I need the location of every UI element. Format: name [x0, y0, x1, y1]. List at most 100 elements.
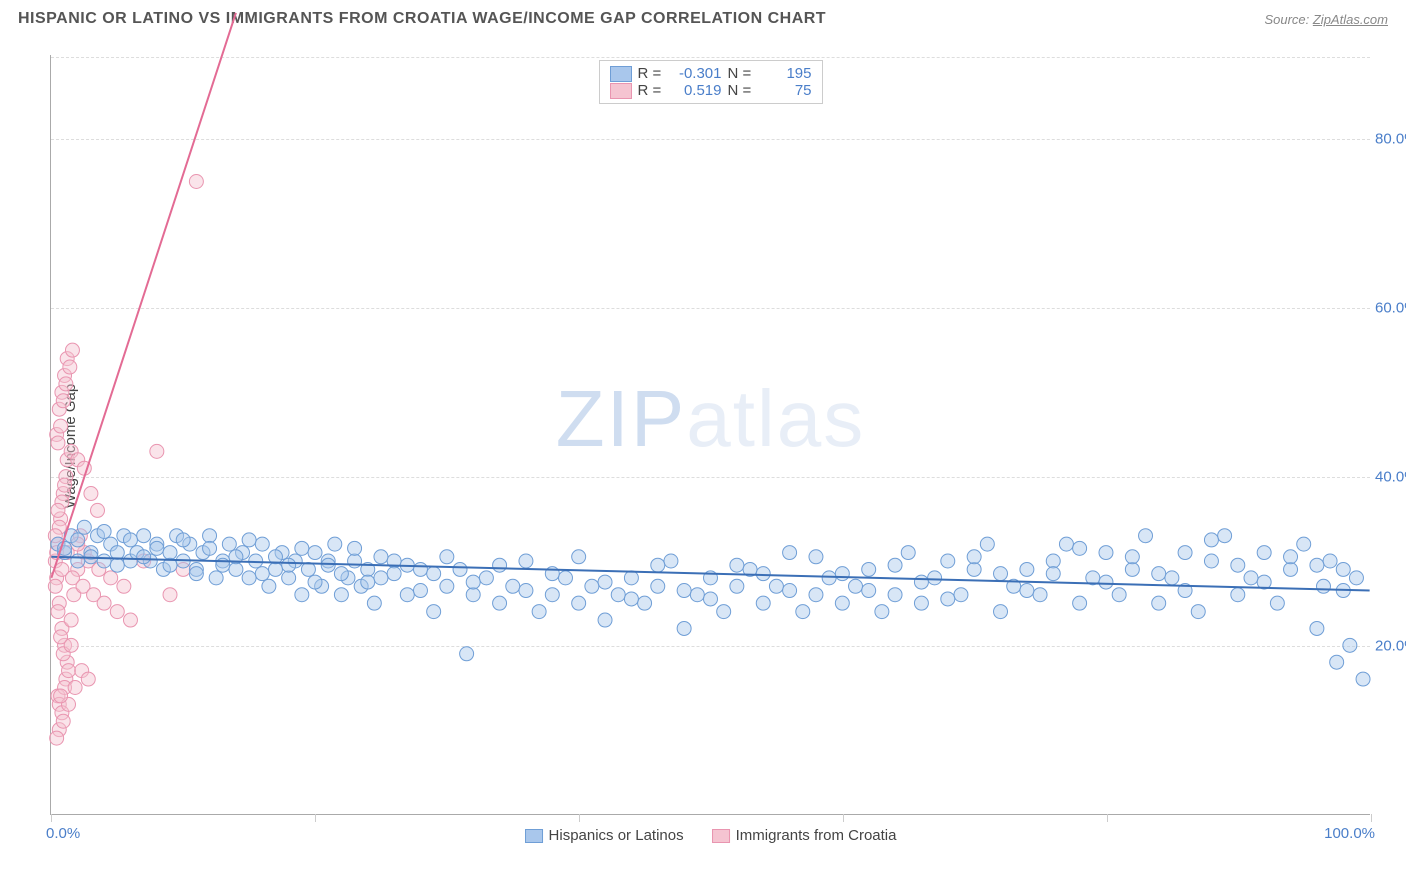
scatter-point: [783, 546, 797, 560]
scatter-point: [361, 575, 375, 589]
scatter-point: [980, 537, 994, 551]
scatter-point: [137, 550, 151, 564]
scatter-point: [1317, 579, 1331, 593]
scatter-point: [68, 681, 82, 695]
scatter-point: [58, 478, 72, 492]
scatter-point: [1330, 655, 1344, 669]
scatter-point: [71, 554, 85, 568]
scatter-point: [519, 584, 533, 598]
scatter-point: [545, 588, 559, 602]
scatter-point: [413, 562, 427, 576]
source-link[interactable]: ZipAtlas.com: [1313, 12, 1388, 27]
scatter-point: [730, 579, 744, 593]
scatter-point: [123, 533, 137, 547]
scatter-point: [163, 588, 177, 602]
scatter-point: [203, 541, 217, 555]
scatter-point: [104, 571, 118, 585]
scatter-point: [466, 588, 480, 602]
scatter-point: [1349, 571, 1363, 585]
scatter-point: [994, 567, 1008, 581]
legend-row-1: R = -0.301 N = 195: [610, 65, 812, 82]
scatter-point: [1323, 554, 1337, 568]
scatter-point: [1046, 554, 1060, 568]
x-tick-max: 100.0%: [1324, 825, 1375, 842]
scatter-point: [769, 579, 783, 593]
scatter-point: [1336, 562, 1350, 576]
scatter-point: [1059, 537, 1073, 551]
scatter-point: [1112, 588, 1126, 602]
scatter-point: [677, 584, 691, 598]
series-swatch-2: [712, 829, 730, 843]
scatter-point: [209, 571, 223, 585]
n-label: N =: [728, 82, 754, 99]
scatter-point: [1204, 533, 1218, 547]
scatter-point: [1046, 567, 1060, 581]
scatter-point: [54, 689, 68, 703]
scatter-point: [163, 546, 177, 560]
scatter-point: [756, 596, 770, 610]
scatter-point: [862, 584, 876, 598]
scatter-point: [242, 533, 256, 547]
scatter-point: [110, 605, 124, 619]
scatter-point: [1343, 638, 1357, 652]
scatter-point: [308, 546, 322, 560]
scatter-point: [624, 571, 638, 585]
series-legend-item-1: Hispanics or Latinos: [525, 827, 684, 844]
scatter-point: [493, 558, 507, 572]
scatter-point: [888, 588, 902, 602]
scatter-point: [440, 579, 454, 593]
scatter-point: [717, 605, 731, 619]
scatter-point: [1099, 575, 1113, 589]
scatter-point: [638, 596, 652, 610]
scatter-point: [1310, 558, 1324, 572]
scatter-point: [189, 175, 203, 189]
scatter-point: [1297, 537, 1311, 551]
scatter-point: [427, 567, 441, 581]
scatter-point: [301, 562, 315, 576]
scatter-point: [994, 605, 1008, 619]
scatter-point: [967, 550, 981, 564]
scatter-point: [1125, 550, 1139, 564]
scatter-point: [756, 567, 770, 581]
scatter-point: [1033, 588, 1047, 602]
scatter-point: [1073, 596, 1087, 610]
scatter-point: [387, 567, 401, 581]
r-value-2: 0.519: [670, 82, 722, 99]
scatter-point: [334, 567, 348, 581]
scatter-point: [1191, 605, 1205, 619]
scatter-point: [783, 584, 797, 598]
scatter-point: [255, 567, 269, 581]
scatter-point: [62, 664, 76, 678]
scatter-point: [466, 575, 480, 589]
scatter-point: [367, 596, 381, 610]
scatter-point: [97, 524, 111, 538]
scatter-point: [1270, 596, 1284, 610]
scatter-point: [51, 436, 65, 450]
scatter-point: [282, 558, 296, 572]
legend-row-2: R = 0.519 N = 75: [610, 82, 812, 99]
scatter-point: [334, 588, 348, 602]
scatter-point: [413, 584, 427, 598]
scatter-point: [1020, 584, 1034, 598]
scatter-point: [809, 550, 823, 564]
scatter-point: [532, 605, 546, 619]
scatter-point: [56, 394, 70, 408]
scatter-point: [400, 588, 414, 602]
scatter-point: [875, 605, 889, 619]
scatter-point: [255, 537, 269, 551]
scatter-point: [77, 520, 91, 534]
n-value-1: 195: [760, 65, 812, 82]
scatter-point: [63, 360, 77, 374]
n-label: N =: [728, 65, 754, 82]
source-attribution: Source: ZipAtlas.com: [1264, 12, 1388, 27]
chart-container: HISPANIC OR LATINO VS IMMIGRANTS FROM CR…: [0, 0, 1406, 892]
scatter-point: [1257, 546, 1271, 560]
scatter-point: [59, 377, 73, 391]
scatter-point: [71, 533, 85, 547]
scatter-point: [862, 562, 876, 576]
n-value-2: 75: [760, 82, 812, 99]
scatter-point: [928, 571, 942, 585]
scatter-point: [493, 596, 507, 610]
chart-title: HISPANIC OR LATINO VS IMMIGRANTS FROM CR…: [18, 10, 826, 27]
scatter-point: [1178, 546, 1192, 560]
